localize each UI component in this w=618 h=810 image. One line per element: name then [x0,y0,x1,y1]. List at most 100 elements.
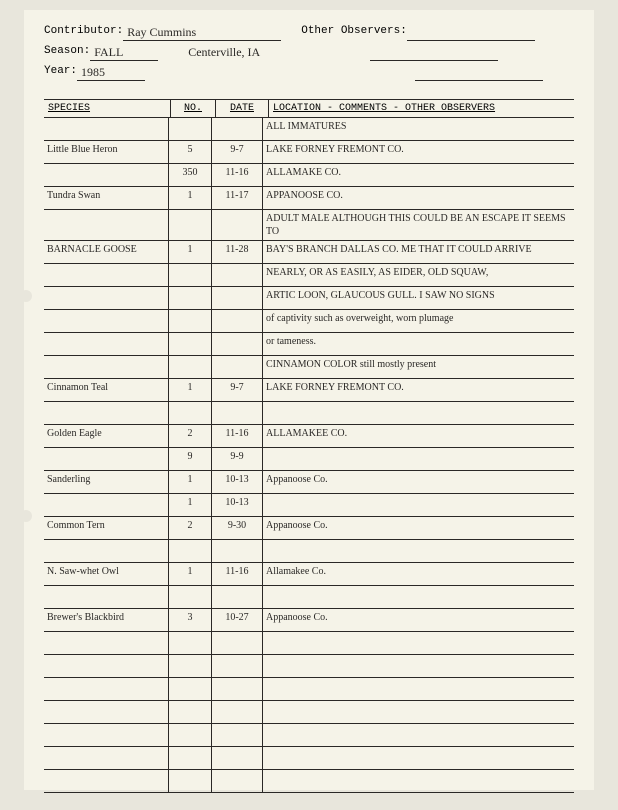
year-value: 1985 [77,65,145,81]
cell-no: 350 [169,164,212,186]
table-row: ARTIC LOON, GLAUCOUS GULL. I SAW NO SIGN… [44,287,574,310]
cell-species [44,310,169,332]
cell-date [212,310,263,332]
cell-no [169,770,212,792]
table-row: BARNACLE GOOSE111-28BAY'S BRANCH DALLAS … [44,241,574,264]
cell-species [44,118,169,140]
year-label: Year: [44,65,77,81]
header-row-2: Season: FALL Centerville, IA [44,45,574,61]
cell-species [44,632,169,654]
table-row: ADULT MALE ALTHOUGH THIS COULD BE AN ESC… [44,210,574,241]
table-row: NEARLY, OR AS EASILY, AS EIDER, OLD SQUA… [44,264,574,287]
cell-loc [263,448,574,470]
cell-no [169,333,212,355]
cell-no [169,356,212,378]
table-row: 99-9 [44,448,574,471]
cell-date: 9-30 [212,517,263,539]
table-row [44,540,574,563]
cell-loc: NEARLY, OR AS EASILY, AS EIDER, OLD SQUA… [263,264,574,286]
cell-date: 11-17 [212,187,263,209]
cell-loc: LAKE FORNEY FREMONT CO. [263,141,574,163]
cell-date [212,210,263,240]
table-row: Brewer's Blackbird310-27Appanoose Co. [44,609,574,632]
cell-date: 10-27 [212,609,263,631]
col-header-location: LOCATION - COMMENTS - OTHER OBSERVERS [269,100,574,117]
table-row: Tundra Swan111-17APPANOOSE CO. [44,187,574,210]
cell-loc: BAY'S BRANCH DALLAS CO. ME THAT IT COULD… [263,241,574,263]
cell-species [44,770,169,792]
cell-loc [263,402,574,424]
table-header-row: SPECIES NO. DATE LOCATION - COMMENTS - O… [44,100,574,118]
other-observers-value [407,25,535,41]
table-row: Common Tern29-30Appanoose Co. [44,517,574,540]
cell-loc: ADULT MALE ALTHOUGH THIS COULD BE AN ESC… [263,210,574,240]
cell-species [44,724,169,746]
col-header-date: DATE [216,100,269,117]
cell-loc: Allamakee Co. [263,563,574,585]
cell-no [169,655,212,677]
table-row: Little Blue Heron59-7LAKE FORNEY FREMONT… [44,141,574,164]
table-row [44,402,574,425]
cell-no [169,701,212,723]
table-row [44,632,574,655]
cell-date [212,287,263,309]
cell-loc: ARTIC LOON, GLAUCOUS GULL. I SAW NO SIGN… [263,287,574,309]
cell-date [212,540,263,562]
cell-species [44,210,169,240]
cell-no [169,287,212,309]
cell-species: Common Tern [44,517,169,539]
cell-no: 9 [169,448,212,470]
cell-no [169,632,212,654]
cell-loc [263,747,574,769]
cell-species [44,264,169,286]
cell-no: 1 [169,563,212,585]
cell-no: 1 [169,241,212,263]
col-header-species: SPECIES [44,100,171,117]
table-row: ALL IMMATURES [44,118,574,141]
cell-date: 11-28 [212,241,263,263]
season-value: FALL [90,45,158,61]
table-row: Sanderling110-13Appanoose Co. [44,471,574,494]
cell-date [212,264,263,286]
table-row: Golden Eagle211-16ALLAMAKEE CO. [44,425,574,448]
cell-species: Tundra Swan [44,187,169,209]
cell-no [169,402,212,424]
cell-no [169,747,212,769]
contributor-label: Contributor: [44,25,123,41]
cell-loc: ALLAMAKE CO. [263,164,574,186]
cell-date [212,402,263,424]
cell-date [212,747,263,769]
cell-date: 11-16 [212,563,263,585]
other-observers-label: Other Observers: [301,25,407,41]
cell-no [169,264,212,286]
table-row: CINNAMON COLOR still mostly present [44,356,574,379]
cell-loc [263,540,574,562]
col-header-no: NO. [171,100,216,117]
cell-loc: APPANOOSE CO. [263,187,574,209]
cell-date: 11-16 [212,164,263,186]
cell-no: 1 [169,494,212,516]
cell-loc: ALL IMMATURES [263,118,574,140]
cell-no: 3 [169,609,212,631]
header-row-3: Year: 1985 [44,65,574,81]
cell-species [44,448,169,470]
cell-species: Sanderling [44,471,169,493]
cell-date [212,118,263,140]
cell-species [44,540,169,562]
cell-date [212,724,263,746]
table-row [44,678,574,701]
cell-no: 1 [169,379,212,401]
cell-date [212,678,263,700]
cell-loc: or tameness. [263,333,574,355]
cell-loc [263,701,574,723]
table-row: of captivity such as overweight, worn pl… [44,310,574,333]
table-row: N. Saw-whet Owl111-16Allamakee Co. [44,563,574,586]
cell-no: 1 [169,471,212,493]
cell-loc [263,724,574,746]
field-report-page: Contributor: Ray Cummins Other Observers… [24,10,594,790]
cell-species [44,494,169,516]
cell-no: 5 [169,141,212,163]
cell-date [212,586,263,608]
cell-species [44,747,169,769]
cell-species [44,655,169,677]
